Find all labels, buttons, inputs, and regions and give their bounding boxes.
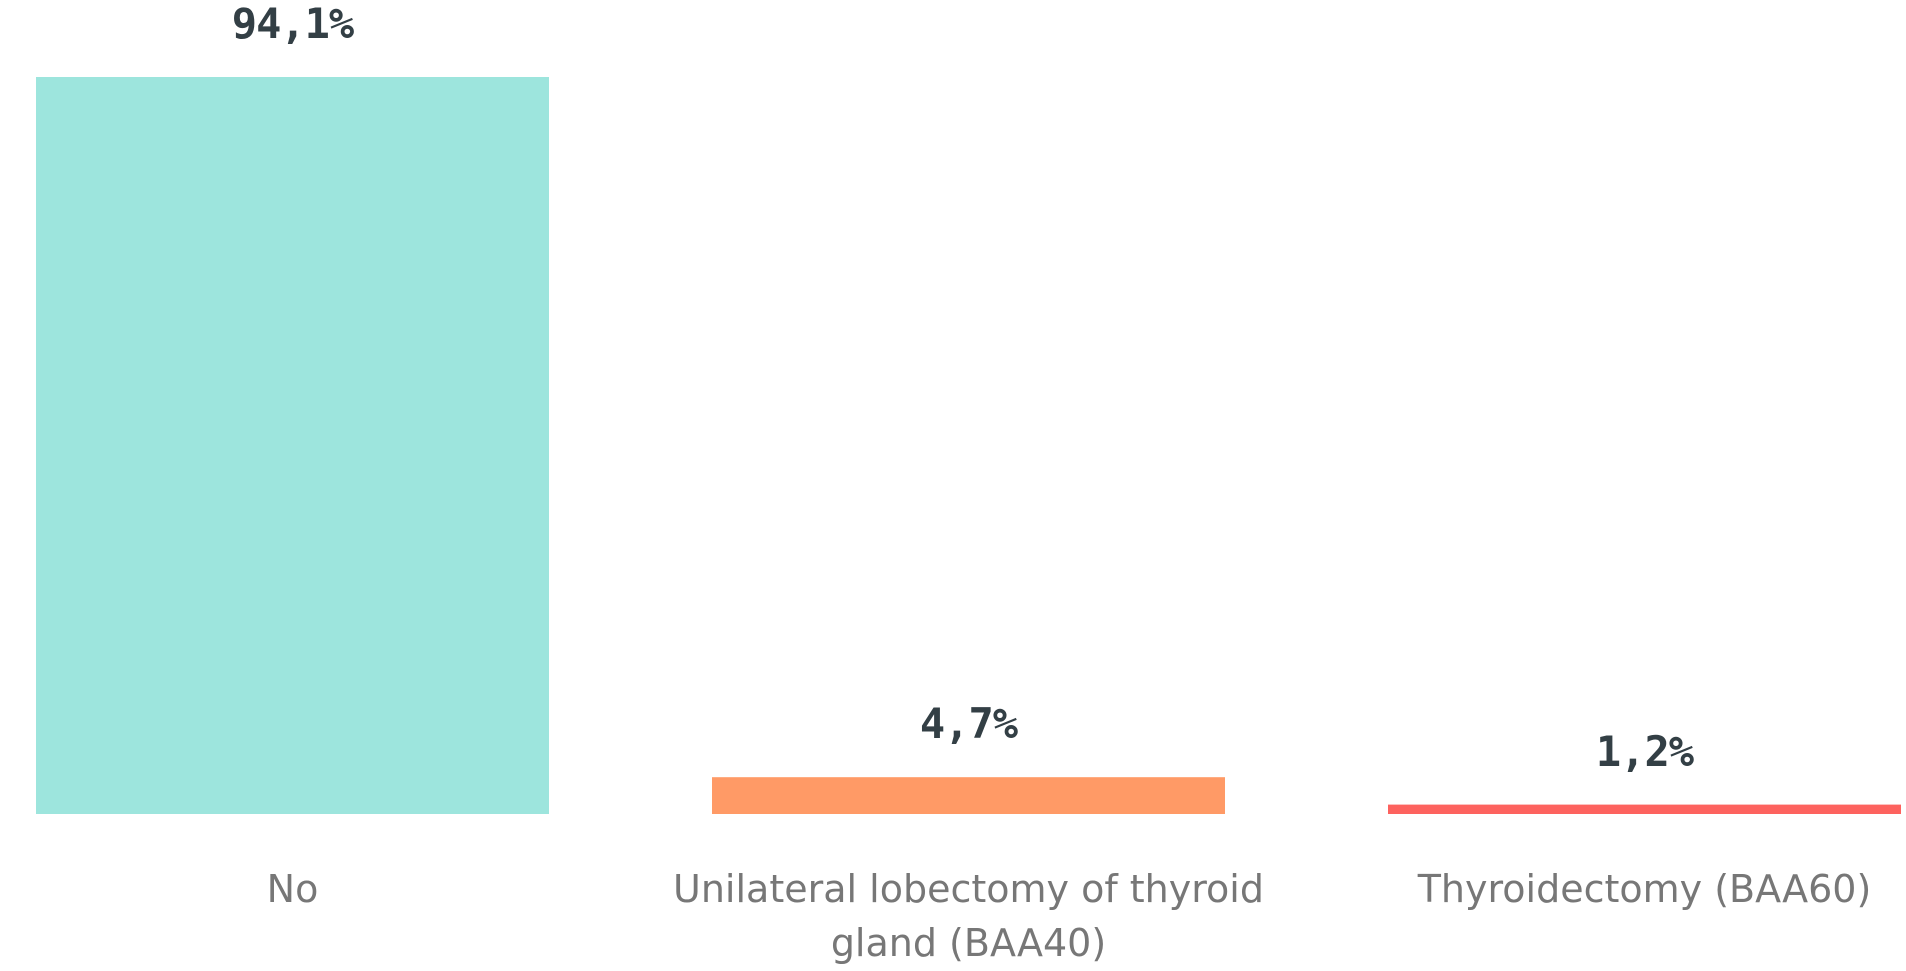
bar [712,777,1225,814]
x-tick-label: Thyroidectomy (BAA60) [1417,867,1872,911]
value-label: 94,1% [231,0,354,48]
bar [1388,804,1901,814]
value-label: 4,7% [919,699,1018,749]
x-tick-label: Unilateral lobectomy of thyroid gland (B… [673,867,1264,965]
x-tick-label: No [266,867,319,911]
value-label: 1,2% [1595,726,1694,776]
bar [36,77,549,814]
